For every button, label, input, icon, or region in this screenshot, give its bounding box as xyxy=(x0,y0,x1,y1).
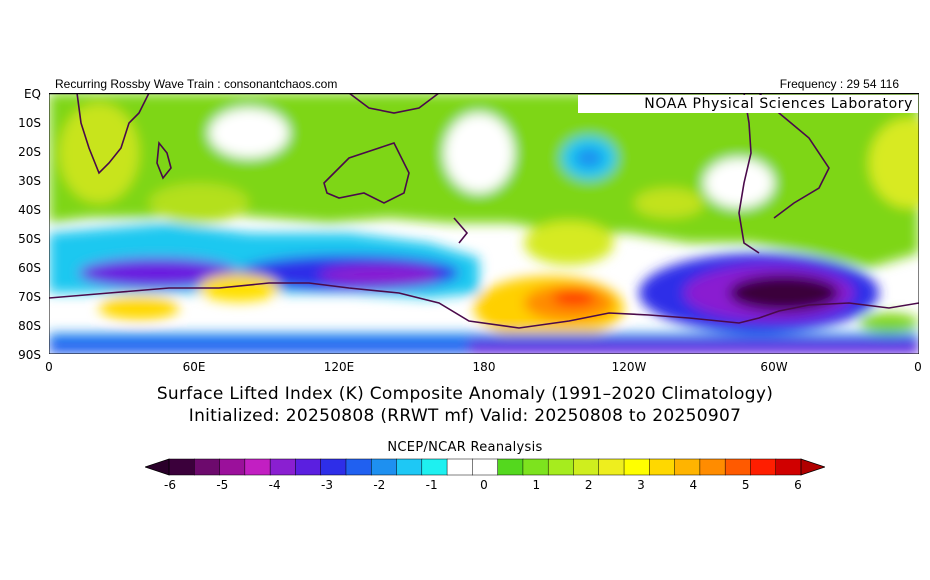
colorbar-cell xyxy=(750,458,777,476)
lon-label-60e: 60E xyxy=(182,360,206,374)
colorbar-tick-label: 0 xyxy=(480,478,488,492)
lat-label-30s: 30S xyxy=(18,174,41,188)
colorbar-tick-label: -5 xyxy=(216,478,229,492)
lon-label-60w: 60W xyxy=(760,360,788,374)
colorbar-cell xyxy=(345,458,372,476)
colorbar-cell xyxy=(775,458,802,476)
colorbar xyxy=(145,458,825,476)
lon-label-120w: 120W xyxy=(611,360,647,374)
credit-label: NOAA Physical Sciences Laboratory xyxy=(644,96,913,112)
colorbar-tick-label: 4 xyxy=(689,478,698,492)
data-source-label: NCEP/NCAR Reanalysis xyxy=(387,440,543,455)
lon-label-0: 0 xyxy=(45,360,53,374)
colorbar-cell xyxy=(168,458,195,476)
lat-label-90s: 90S xyxy=(18,348,41,362)
colorbar-tick-label: -4 xyxy=(268,478,281,492)
colorbar-cell xyxy=(269,458,296,476)
coastlines xyxy=(49,93,919,329)
colorbar-cell xyxy=(219,458,246,476)
colorbar-cell xyxy=(421,458,448,476)
colorbar-cell xyxy=(573,458,600,476)
credit-box xyxy=(578,95,918,113)
colorbar-tick-label: -6 xyxy=(164,478,176,492)
colorbar-tick-label: -1 xyxy=(425,478,438,492)
colorbar-tick-label: -3 xyxy=(321,478,333,492)
lat-label-70s: 70S xyxy=(18,290,41,304)
colorbar-cell xyxy=(244,458,271,476)
colorbar-tick-label: 1 xyxy=(532,478,541,492)
lat-label-eq: EQ xyxy=(23,87,41,101)
lat-label-50s: 50S xyxy=(18,232,41,246)
colorbar-cell xyxy=(497,458,524,476)
colorbar-cell xyxy=(623,458,650,476)
map-title-line1: Surface Lifted Index (K) Composite Anoma… xyxy=(156,384,774,404)
colorbar-left-arrow xyxy=(145,458,170,476)
lon-label-180: 180 xyxy=(472,360,496,374)
colorbar-tick-label: 2 xyxy=(584,478,593,492)
map-header-source: Recurring Rossby Wave Train : consonantc… xyxy=(55,77,338,91)
colorbar-cell xyxy=(724,458,751,476)
colorbar-cell xyxy=(547,458,575,476)
colorbar-cell xyxy=(472,458,499,476)
anomaly-field xyxy=(49,93,919,354)
colorbar-tick-label: 6 xyxy=(794,478,802,492)
lat-label-20s: 20S xyxy=(18,145,41,159)
lat-label-10s: 10S xyxy=(18,116,41,130)
colorbar-tick-label: -2 xyxy=(373,478,386,492)
colorbar-cell xyxy=(194,458,221,476)
lon-label-120e: 120E xyxy=(323,360,355,374)
colorbar-tick-label: 3 xyxy=(637,478,645,492)
colorbar-cell xyxy=(699,458,726,476)
colorbar-cell xyxy=(295,458,322,476)
colorbar-cell xyxy=(598,458,625,476)
colorbar-tick-label: 5 xyxy=(741,478,750,492)
colorbar-cell xyxy=(396,458,423,476)
map-title-line2: Initialized: 20250808 (RRWT mf) Valid: 2… xyxy=(188,406,742,426)
colorbar-right-arrow xyxy=(800,458,825,476)
colorbar-cell xyxy=(320,458,347,476)
lat-label-60s: 60S xyxy=(18,261,41,275)
colorbar-cell xyxy=(522,458,549,476)
map-header-frequency: Frequency : 29 54 116 xyxy=(779,77,899,91)
colorbar-cell xyxy=(649,458,676,476)
colorbar-cell xyxy=(370,458,398,476)
lat-label-40s: 40S xyxy=(18,203,41,217)
colorbar-cell xyxy=(446,458,473,476)
colorbar-cell xyxy=(674,458,701,476)
anomaly-map xyxy=(49,93,919,354)
lat-label-80s: 80S xyxy=(18,319,41,333)
lon-label-0-end: 0 xyxy=(914,360,922,374)
